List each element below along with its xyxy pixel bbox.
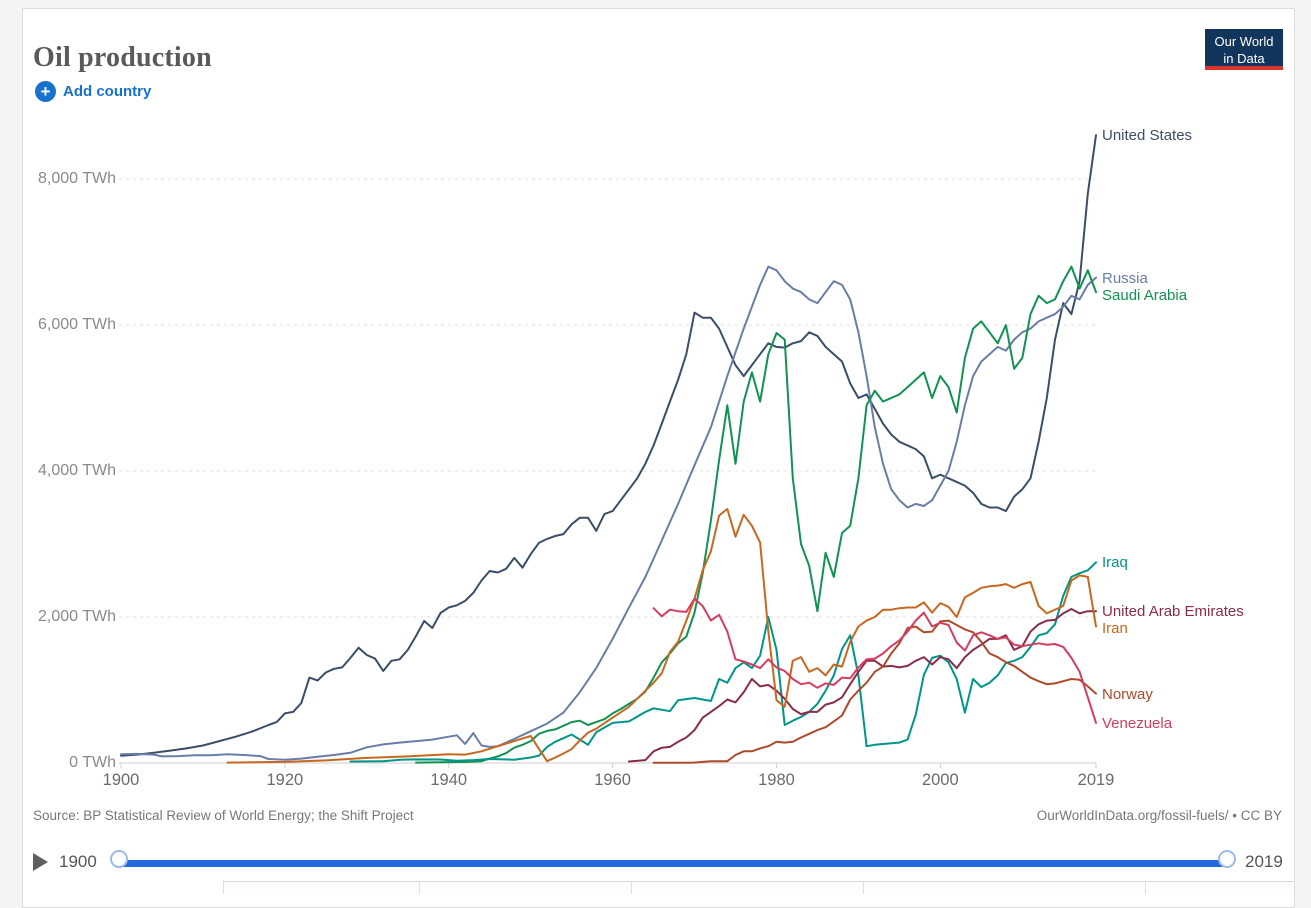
- line-russia[interactable]: [120, 265, 1097, 761]
- credit-text: OurWorldInData.org/fossil-fuels/ • CC BY: [1036, 808, 1282, 823]
- table-divider: [631, 882, 632, 894]
- y-axis-tick-label: 6,000 TWh: [38, 316, 116, 333]
- play-icon[interactable]: [33, 853, 48, 871]
- add-country-label: Add country: [63, 83, 152, 100]
- line-iraq[interactable]: [349, 561, 1097, 763]
- line-venezuela[interactable]: [652, 597, 1097, 724]
- table-divider: [863, 882, 864, 894]
- series-label-russia[interactable]: Russia: [1102, 269, 1148, 287]
- footer: Source: BP Statistical Review of World E…: [33, 808, 1282, 823]
- x-axis-tick-label: 1980: [758, 771, 795, 789]
- series-label-venezuela[interactable]: Venezuela: [1102, 714, 1173, 732]
- timeline-slider-track[interactable]: [121, 860, 1229, 867]
- x-axis-tick-label: 2000: [921, 771, 959, 789]
- timeline-end-year: 2019: [1245, 852, 1283, 871]
- owid-logo[interactable]: Our World in Data: [1205, 29, 1283, 70]
- series-label-iraq[interactable]: Iraq: [1102, 554, 1128, 572]
- series-label-norway[interactable]: Norway: [1102, 685, 1153, 703]
- chart-plot-area: 0 TWh 2,000 TWh 4,000 TWh 6,000 TWh 8,000 TW…: [23, 9, 1294, 907]
- source-text: Source: BP Statistical Review of World E…: [33, 808, 414, 823]
- timeline-end-handle[interactable]: [1218, 850, 1236, 868]
- x-axis-tick-label: 1920: [266, 771, 304, 789]
- y-axis-tick-label: 0 TWh: [69, 754, 116, 771]
- y-axis-tick-label: 4,000 TWh: [38, 462, 116, 479]
- table-divider: [419, 882, 420, 894]
- x-axis-tick-label: 1960: [594, 771, 631, 789]
- timeline: 1900 2019: [23, 849, 1294, 879]
- plus-circle-icon: +: [35, 81, 56, 102]
- x-axis-tick-label: 1900: [102, 771, 140, 789]
- y-axis-tick-label: 8,000 TWh: [38, 170, 116, 187]
- series-label-united-states[interactable]: United States: [1102, 127, 1193, 145]
- timeline-start-handle[interactable]: [110, 850, 128, 868]
- chart-card: Oil production Our World in Data + Add c…: [22, 8, 1295, 908]
- line-norway[interactable]: [652, 619, 1097, 764]
- series-label-united-arab-emirates[interactable]: United Arab Emirates: [1102, 603, 1244, 621]
- x-axis-tick-label: 2019: [1077, 771, 1115, 789]
- series-label-saudi-arabia[interactable]: Saudi Arabia: [1102, 286, 1188, 304]
- owid-logo-line1: Our World: [1214, 34, 1274, 49]
- add-country-button[interactable]: + Add country: [35, 81, 151, 102]
- y-axis-tick-label: 2,000 TWh: [38, 608, 116, 625]
- line-iran[interactable]: [226, 508, 1097, 764]
- page-title: Oil production: [33, 41, 212, 73]
- chart-canvas: [119, 134, 1097, 768]
- table-divider: [1145, 882, 1146, 894]
- series-label-iran[interactable]: Iran: [1102, 620, 1128, 638]
- line-saudi-arabia[interactable]: [415, 265, 1097, 764]
- data-table-strip: [223, 881, 1294, 894]
- line-united-arab-emirates[interactable]: [628, 608, 1097, 763]
- table-divider: [223, 882, 224, 894]
- timeline-start-year: 1900: [59, 852, 97, 871]
- owid-logo-line2: in Data: [1223, 50, 1265, 66]
- x-axis-tick-label: 1940: [430, 771, 468, 789]
